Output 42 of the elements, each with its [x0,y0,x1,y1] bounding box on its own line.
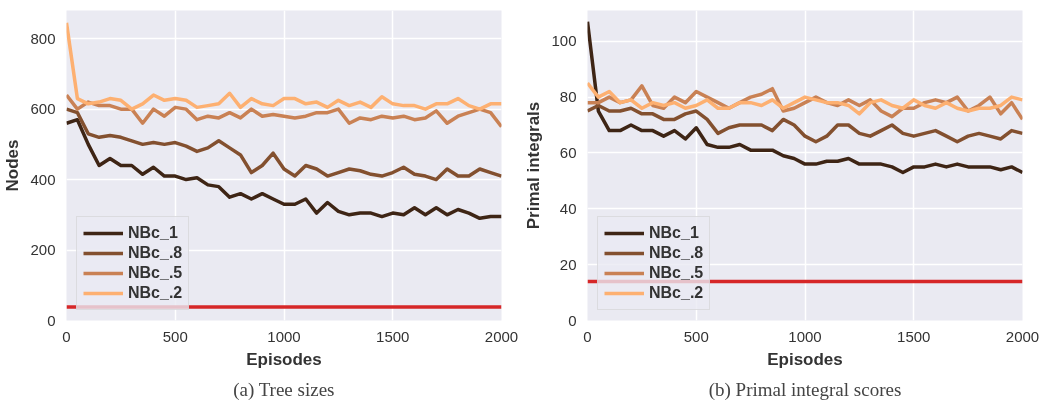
x-tick-label: 2000 [484,327,519,345]
legend-label: NBc_1 [128,224,178,242]
y-tick-label: 20 [559,255,577,273]
x-axis-title: Episodes [246,349,322,369]
x-tick-label: 1500 [897,327,931,345]
y-tick-label: 800 [30,29,56,47]
y-tick-label: 60 [559,143,577,161]
x-tick-label: 1000 [788,327,822,345]
y-tick-label: 600 [30,100,56,118]
legend-label: NBc_.8 [128,244,183,262]
y-tick-label: 0 [568,311,577,329]
line-series [66,93,502,129]
x-tick-label: 500 [162,327,188,345]
x-tick-label: 0 [62,327,71,345]
text: (b) Primal integral scores [708,378,902,401]
x-tick-label: 0 [583,327,592,345]
legend-label: NBc_.5 [128,264,183,282]
x-tick-label: 500 [683,327,709,345]
line-series [587,103,1023,144]
x-tick-label: 1500 [376,327,410,345]
x-axis-title: Episodes [767,349,843,369]
y-tick-label: 400 [30,170,56,188]
y-tick-label: 0 [47,311,56,329]
x-tick-label: 2000 [1005,327,1040,345]
y-axis-title: Nodes [3,139,23,192]
line-series [66,117,502,221]
line-series [587,19,1023,175]
legend-label: NBc_.2 [128,284,183,302]
x-tick-label: 1000 [267,327,301,345]
y-tick-label: 80 [559,88,577,106]
text: (a) Tree sizes [233,378,335,401]
legend-label: NBc_.5 [649,264,704,282]
y-tick-label: 100 [551,32,577,50]
y-tick-label: 200 [30,241,56,259]
legend-label: NBc_.2 [649,284,704,302]
legend-label: NBc_.8 [649,244,704,262]
y-axis-title: Primal integrals [524,101,544,230]
line-series [587,81,1023,116]
legend-label: NBc_1 [649,224,699,242]
line-series [66,21,502,111]
y-tick-label: 40 [559,199,577,217]
line-series [66,107,502,182]
